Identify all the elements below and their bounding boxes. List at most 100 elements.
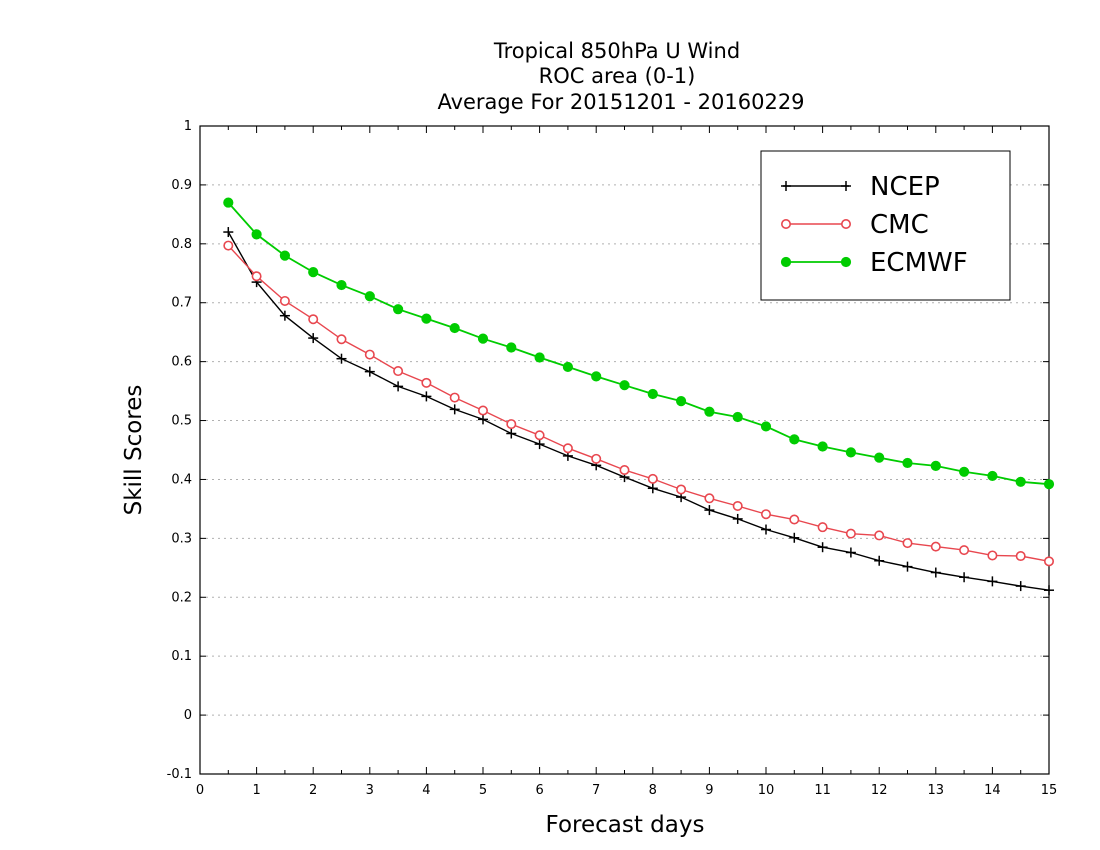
data-point-ecmwf [477, 333, 489, 344]
data-point-ecmwf [1015, 476, 1026, 487]
data-point-ecmwf [845, 447, 857, 458]
data-point-ncep [393, 381, 404, 392]
data-point-cmc [279, 295, 290, 306]
data-point-cmc [223, 240, 234, 251]
data-point-ecmwf [959, 466, 970, 477]
data-point-ncep [1044, 585, 1054, 596]
data-point-ncep [987, 576, 998, 587]
data-point-cmc [760, 509, 771, 520]
data-point-cmc [676, 484, 687, 495]
data-point-ncep [930, 567, 941, 578]
legend-label-ecmwf: ECMWF [870, 248, 968, 278]
legend-marker-ecmwf [840, 256, 852, 268]
data-point-ncep [336, 353, 347, 364]
legend-entry-ecmwf: ECMWF [780, 248, 968, 278]
x-tick-label: 12 [871, 783, 888, 798]
data-point-cmc [987, 550, 998, 561]
data-point-ncep [449, 404, 460, 415]
data-point-ncep [223, 227, 234, 238]
x-tick-label: 14 [984, 783, 1001, 798]
data-point-ncep [845, 547, 856, 558]
x-tick-label: 1 [252, 783, 260, 798]
series-cmc [223, 240, 1055, 567]
data-point-ecmwf [676, 396, 687, 407]
data-point-cmc [477, 405, 488, 416]
y-tick-label: 0.9 [171, 178, 192, 193]
y-tick-label: 0.5 [171, 414, 192, 429]
data-point-ecmwf [874, 452, 885, 463]
y-tick-label: 0.2 [171, 590, 192, 605]
data-point-cmc [959, 545, 970, 556]
data-point-cmc [789, 514, 800, 525]
legend-label-ncep: NCEP [870, 172, 940, 202]
y-tick-label: 0.7 [171, 296, 192, 311]
legend-marker-ncep [841, 181, 851, 191]
data-point-ecmwf [647, 388, 658, 400]
data-point-cmc [817, 522, 828, 533]
y-axis-ticks: -0.1 0 0.1 0.2 0.3 0.4 0.5 0.6 0.7 0.8 0.9 1 [167, 119, 1049, 782]
y-tick-label: 0.6 [171, 355, 192, 370]
series-ncep [223, 227, 1054, 596]
x-tick-label: 3 [366, 783, 374, 798]
plot-frame [199, 125, 1050, 775]
data-point-ecmwf [506, 342, 517, 353]
data-point-ncep [817, 542, 828, 553]
x-tick-label: 2 [309, 783, 317, 798]
x-tick-label: 8 [649, 783, 657, 798]
data-point-ecmwf [591, 371, 602, 382]
series-line-ncep [227, 231, 1050, 591]
series-ecmwf [223, 197, 1055, 490]
data-point-cmc [393, 366, 404, 377]
x-tick-label: 11 [814, 783, 831, 798]
x-tick-label: 6 [535, 783, 543, 798]
y-tick-label: 0.3 [171, 531, 192, 546]
data-point-cmc [562, 443, 573, 454]
data-point-ncep [1015, 581, 1026, 592]
data-point-ncep [704, 505, 715, 516]
data-point-ecmwf [732, 411, 743, 423]
data-point-cmc [704, 493, 715, 504]
data-point-ncep [732, 513, 743, 524]
legend: NCEP CMC ECMWF [760, 150, 1011, 301]
data-point-cmc [449, 392, 460, 403]
data-point-ecmwf [930, 460, 941, 472]
data-point-ecmwf [817, 441, 828, 452]
data-point-cmc [251, 271, 262, 282]
legend-marker-ecmwf [780, 256, 792, 268]
data-point-ncep [478, 414, 488, 425]
data-point-ncep [874, 555, 885, 566]
data-point-cmc [845, 528, 856, 539]
x-tick-label: 5 [479, 783, 487, 798]
data-point-ecmwf [760, 421, 772, 432]
data-point-cmc [308, 314, 319, 325]
data-point-ncep [364, 366, 375, 377]
y-tick-label: 1 [184, 119, 192, 134]
data-point-cmc [619, 465, 630, 476]
data-point-ecmwf [223, 197, 234, 208]
x-tick-label: 4 [422, 783, 430, 798]
data-point-ncep [761, 524, 771, 535]
data-point-ncep [279, 310, 290, 321]
y-tick-label: 0.4 [171, 472, 192, 487]
data-point-cmc [364, 349, 375, 360]
legend-label-cmc: CMC [870, 210, 929, 240]
data-point-cmc [421, 377, 432, 388]
chart-title-line-2: ROC area (0-1) [539, 64, 696, 88]
data-point-ecmwf [421, 313, 432, 324]
data-point-ecmwf [789, 434, 800, 445]
data-point-ncep [959, 572, 970, 583]
data-point-ecmwf [279, 250, 290, 261]
data-point-cmc [1015, 551, 1026, 562]
y-tick-label: 0.1 [171, 649, 192, 664]
data-point-cmc [647, 473, 658, 484]
legend-marker-cmc [780, 219, 791, 230]
data-point-cmc [732, 500, 743, 511]
data-point-ncep [308, 333, 319, 344]
legend-box [760, 150, 1011, 301]
legend-entry-cmc: CMC [780, 210, 929, 240]
data-point-ncep [534, 439, 545, 450]
x-axis-label: Forecast days [546, 812, 705, 838]
x-axis-ticks: 0 1 2 3 4 5 6 7 8 9 10 11 12 13 14 15 [196, 126, 1057, 798]
